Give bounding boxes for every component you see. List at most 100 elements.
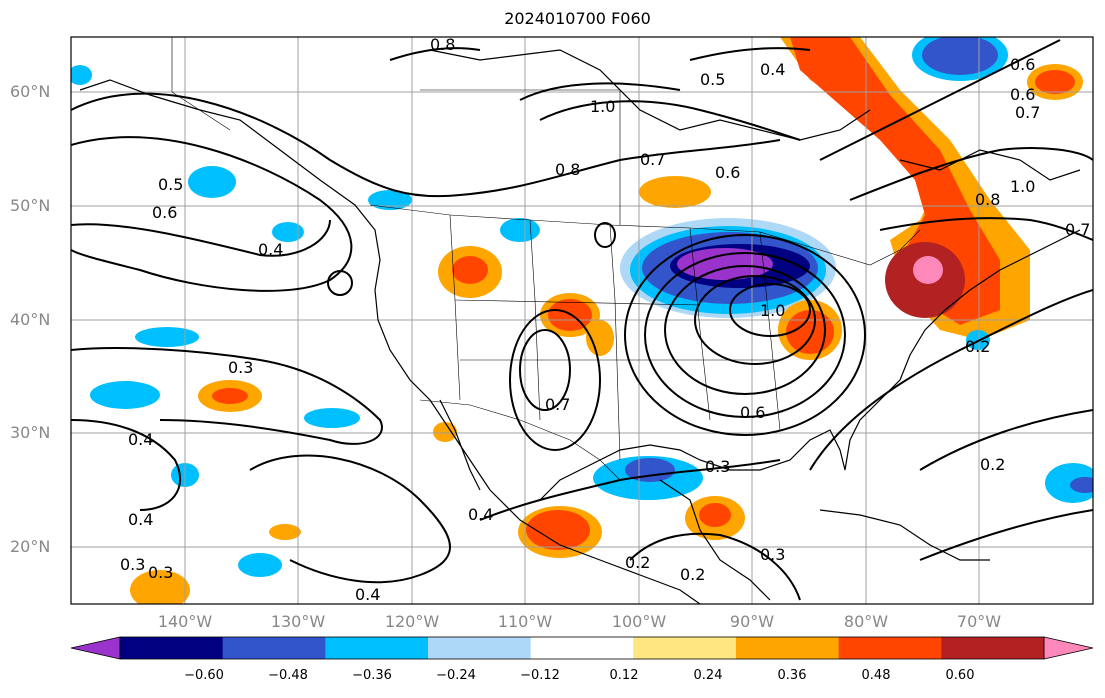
contour-label: 0.3 <box>120 555 145 574</box>
pos-blob-mexico-2 <box>526 510 590 550</box>
neg-blob-prairie <box>500 218 540 242</box>
contour-label: 0.4 <box>128 510 153 529</box>
map-frame <box>70 36 1094 605</box>
neg-blob-bc-2 <box>368 190 412 210</box>
colorbar-tick: 0.60 <box>945 668 975 683</box>
contour-label: 0.7 <box>640 150 665 169</box>
contour-label: 0.4 <box>468 505 493 524</box>
colorbar-segment <box>222 637 326 659</box>
neg-blob-central-5 <box>677 248 773 280</box>
colorbar-tick: 0.24 <box>693 668 723 683</box>
contour-label: 0.8 <box>975 190 1000 209</box>
contour-label: 0.4 <box>355 585 380 604</box>
lon-label: 130°W <box>270 612 326 631</box>
contour-label: 0.4 <box>258 240 283 259</box>
colorbar-segment <box>530 637 634 659</box>
pos-blob-north-plains <box>639 176 711 208</box>
neg-blob-gulf-alaska <box>188 166 236 198</box>
colorbar-segment <box>428 637 532 659</box>
coastlines <box>79 49 1081 604</box>
neg-blob-pacific-3 <box>304 408 360 428</box>
contour-label: 1.0 <box>590 97 615 116</box>
lon-label: 140°W <box>157 612 213 631</box>
lon-label: 80°W <box>843 612 889 631</box>
contour-label: 0.4 <box>760 60 785 79</box>
neg-blob-atlantic-2 <box>1070 477 1093 493</box>
colorbar-segment <box>120 637 224 659</box>
pos-blob-far-ne-2 <box>1035 70 1075 94</box>
map-title: 2024010700 F060 <box>504 9 651 28</box>
contour-label: 0.7 <box>1065 220 1090 239</box>
contour-label: 0.2 <box>680 565 705 584</box>
contour-label: 0.7 <box>545 395 570 414</box>
lat-label: 50°N <box>10 196 51 215</box>
shaded-field <box>71 37 1093 604</box>
lon-label: 70°W <box>956 612 1002 631</box>
colorbar-segment <box>736 637 840 659</box>
contour-label: 0.3 <box>228 358 253 377</box>
colorbar-tick: −0.60 <box>184 668 224 683</box>
contour-label: 1.0 <box>760 301 785 320</box>
neg-blob-gulf-2 <box>625 458 675 482</box>
colorbar-tick: 0.12 <box>609 668 639 683</box>
contour-label: 0.5 <box>158 175 183 194</box>
colorbar-left-arrow <box>70 636 121 660</box>
pos-blob-ohio-2 <box>786 310 834 354</box>
colorbar-tick: 0.48 <box>861 668 891 683</box>
contour-label: 0.2 <box>625 553 650 572</box>
colorbar-tick: −0.24 <box>436 668 476 683</box>
pos-blob-caribbean-2 <box>699 503 731 527</box>
contour-label: 0.8 <box>555 160 580 179</box>
neg-blob-pacific-5 <box>238 553 282 577</box>
contour-label: 0.8 <box>430 35 455 54</box>
contour-label: 0.6 <box>152 203 177 222</box>
contour-label: 0.5 <box>700 70 725 89</box>
lon-label: 90°W <box>729 612 775 631</box>
neg-blob-pacific-2 <box>90 381 160 409</box>
contour-label-layer: 0.8 0.4 0.5 1.0 0.7 0.6 0.8 0.6 0.5 0.6 … <box>120 35 1090 604</box>
colorbar-tick: −0.48 <box>268 668 308 683</box>
neg-blob-bc <box>272 222 304 242</box>
pos-blob-pacific-2 <box>212 388 248 404</box>
colorbar-segment <box>633 637 737 659</box>
pos-blob-pacific-sw <box>130 570 190 604</box>
lat-label: 30°N <box>10 423 51 442</box>
pos-blob-southwest-2 <box>548 299 592 331</box>
borders <box>171 37 921 481</box>
colorbar-segment <box>941 637 1045 659</box>
lat-label: 40°N <box>10 310 51 329</box>
lon-label: 100°W <box>611 612 667 631</box>
contour-label: 1.0 <box>1010 177 1035 196</box>
lat-label: 60°N <box>10 82 51 101</box>
contour-label: 0.6 <box>715 163 740 182</box>
neg-blob-atlantic <box>1045 463 1093 503</box>
contour-label: 0.4 <box>128 430 153 449</box>
pos-blob-pacific-6 <box>269 524 301 540</box>
pos-blob-southwest-3 <box>586 320 614 356</box>
contour-label: 0.6 <box>1010 85 1035 104</box>
neg-blob-nw-corner <box>71 65 92 85</box>
lon-label: 120°W <box>384 612 440 631</box>
pos-blob-rockies-2 <box>452 256 488 284</box>
contours <box>71 39 1093 601</box>
contour-label: 0.3 <box>148 563 173 582</box>
colorbar-outline <box>119 636 1045 660</box>
colorbar-tick: −0.36 <box>352 668 392 683</box>
contour-label: 0.2 <box>965 337 990 356</box>
contour-label: 0.6 <box>1010 55 1035 74</box>
contour-label: 0.2 <box>980 455 1005 474</box>
neg-blob-north-2 <box>922 37 998 75</box>
contour-label: 0.6 <box>740 403 765 422</box>
neg-blob-pacific-1 <box>135 327 199 347</box>
colorbar <box>70 636 1094 660</box>
colorbar-tick: −0.12 <box>520 668 560 683</box>
lat-label: 20°N <box>10 537 51 556</box>
colorbar-segment <box>325 637 429 659</box>
contour-label: 0.7 <box>1015 103 1040 122</box>
graticule <box>71 37 1093 604</box>
colorbar-right-arrow <box>1043 636 1094 660</box>
pos-peak-ne <box>913 256 943 284</box>
pos-blob-baja <box>433 422 457 442</box>
colorbar-tick: 0.36 <box>777 668 807 683</box>
